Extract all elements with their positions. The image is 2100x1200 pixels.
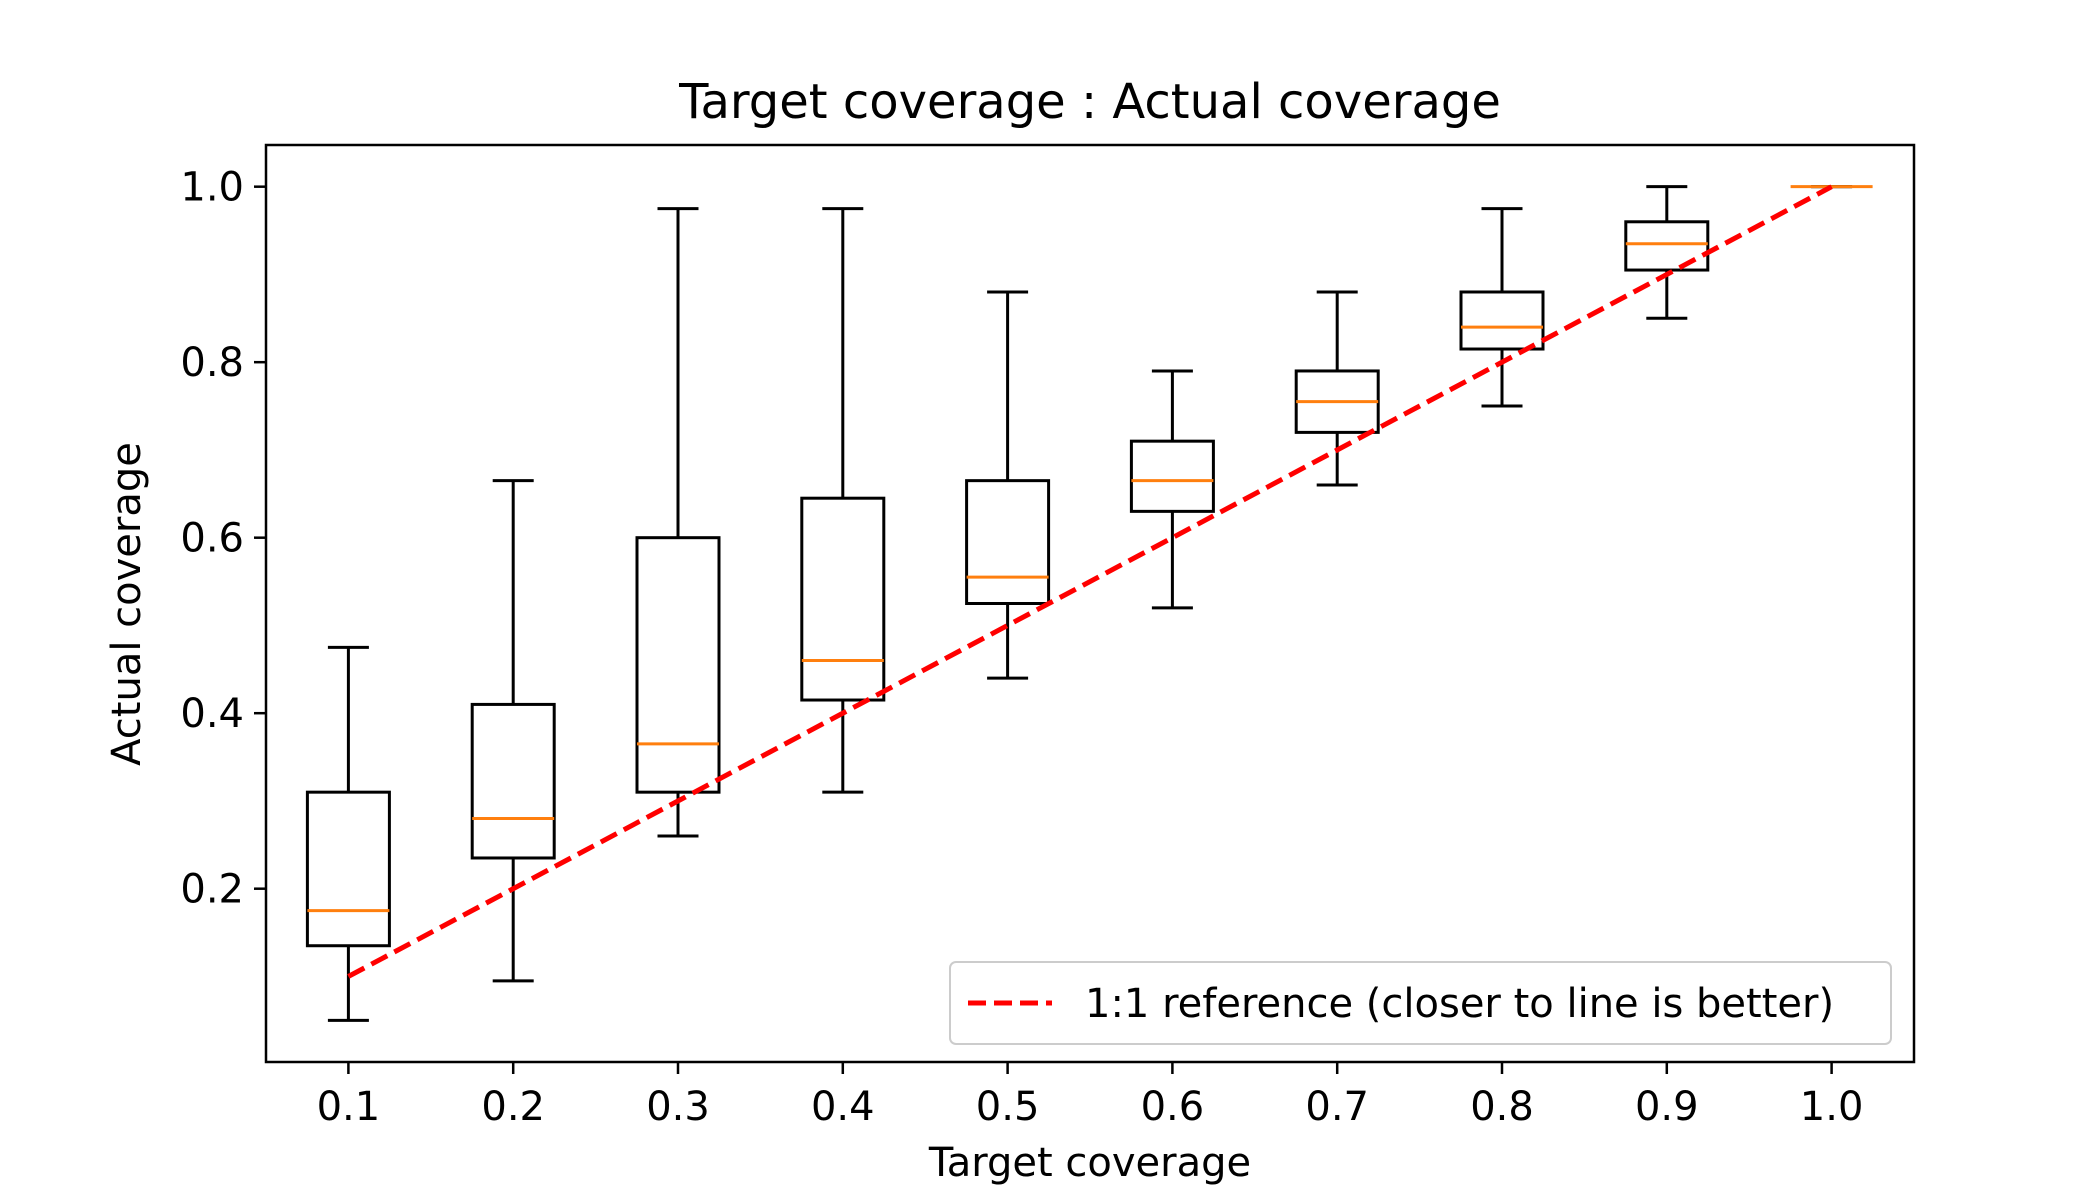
y-tick-label: 1.0 — [180, 165, 244, 211]
box-body — [1129, 439, 1215, 513]
box-body — [965, 479, 1051, 605]
box-0.3 — [635, 207, 721, 838]
x-tick-label: 0.4 — [811, 1084, 875, 1130]
box-body — [1624, 220, 1710, 272]
box-body — [305, 790, 391, 948]
box-0.5 — [965, 290, 1051, 680]
x-tick-label: 0.9 — [1635, 1084, 1699, 1130]
y-tick-label: 0.6 — [180, 516, 244, 562]
box-0.9 — [1624, 185, 1710, 320]
box-body — [800, 496, 886, 702]
legend-reference-label: 1:1 reference (closer to line is better) — [1085, 981, 1834, 1027]
axes: 0.1 0.2 0.3 0.4 0.5 0.6 0.7 0.8 0.9 1.0 0.2 0.4 0.6 0… — [180, 143, 1916, 1130]
x-tick-label: 0.3 — [646, 1084, 710, 1130]
x-tick-label: 0.1 — [317, 1084, 381, 1130]
box-0.7 — [1294, 290, 1380, 487]
plot-frame — [264, 143, 1916, 1064]
x-tick-label: 0.8 — [1470, 1084, 1534, 1130]
chart-title: Target coverage : Actual coverage — [678, 74, 1501, 130]
x-tick-label: 0.7 — [1305, 1084, 1369, 1130]
box-body — [635, 536, 721, 794]
x-tick-label: 0.5 — [976, 1084, 1040, 1130]
y-axis-label: Actual coverage — [104, 442, 150, 766]
boxes — [305, 185, 1873, 1022]
box-0.6 — [1129, 369, 1215, 610]
reference-line — [347, 184, 1833, 979]
x-tick-label: 1.0 — [1800, 1084, 1864, 1130]
reference-layer — [347, 184, 1833, 979]
box-0.2 — [470, 479, 556, 983]
legend-frame — [949, 961, 1892, 1045]
box-0.1 — [305, 645, 391, 1022]
legend: 1:1 reference (closer to line is better) — [949, 961, 1892, 1045]
box-0.8 — [1459, 207, 1545, 408]
box-body — [1459, 290, 1545, 351]
box-body — [470, 702, 556, 860]
x-axis-label: Target coverage — [928, 1140, 1251, 1186]
box-0.4 — [800, 207, 886, 794]
x-tick-label: 0.6 — [1141, 1084, 1205, 1130]
y-tick-label: 0.2 — [180, 867, 244, 913]
x-tick-label: 0.2 — [481, 1084, 545, 1130]
y-tick-label: 0.4 — [180, 691, 244, 737]
y-tick-label: 0.8 — [180, 340, 244, 386]
